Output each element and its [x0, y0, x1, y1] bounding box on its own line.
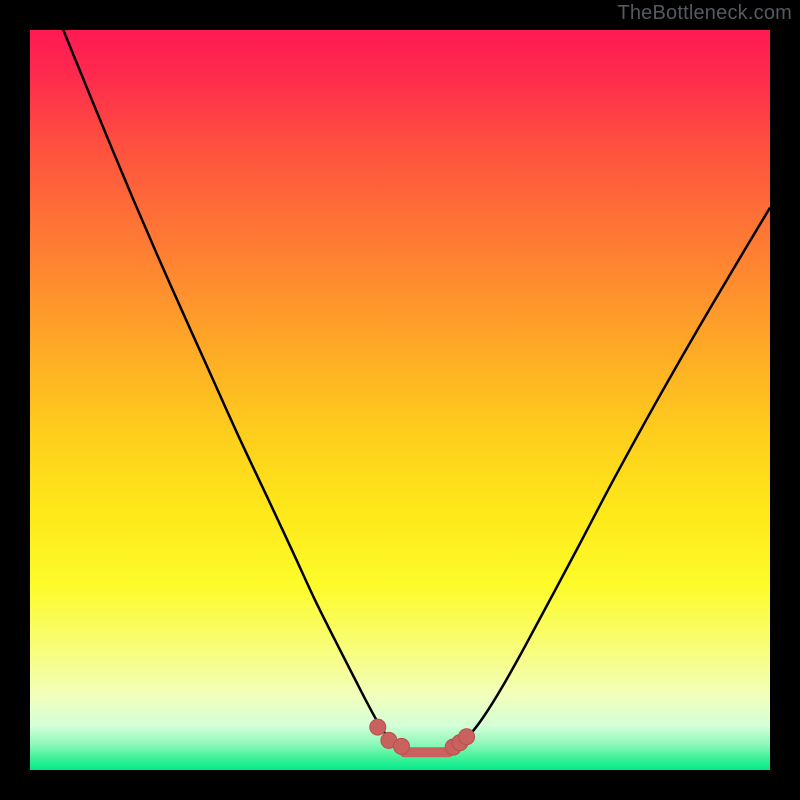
watermark-text: TheBottleneck.com: [617, 2, 792, 25]
plot-background: [30, 30, 770, 770]
chart-stage: TheBottleneck.com: [0, 0, 800, 800]
bottleneck-curve-chart: [0, 0, 800, 800]
trough-marker-dot: [393, 738, 409, 754]
trough-marker-dot: [370, 719, 386, 735]
trough-marker-dot: [459, 729, 475, 745]
